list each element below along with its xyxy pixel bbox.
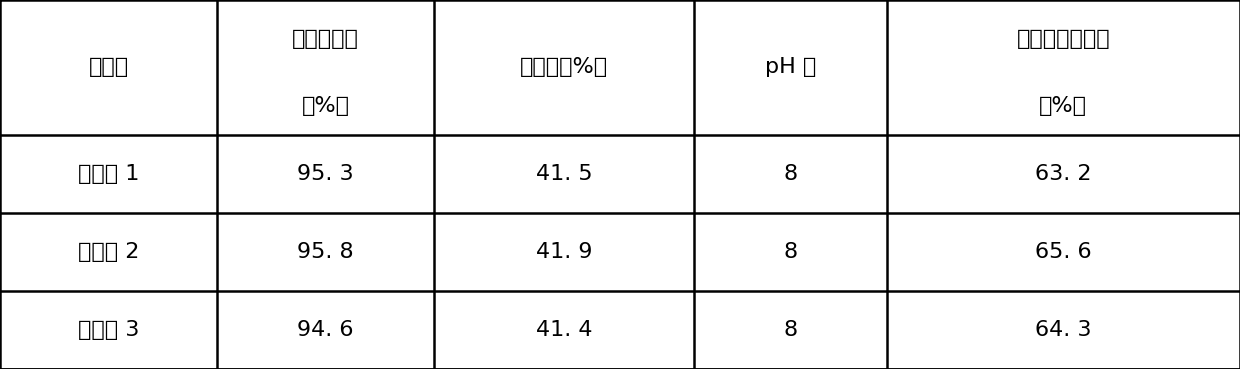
Text: 8: 8 — [784, 164, 797, 184]
Text: 65. 6: 65. 6 — [1035, 242, 1091, 262]
Text: 实施例 3: 实施例 3 — [78, 320, 139, 340]
Text: 41. 9: 41. 9 — [536, 242, 593, 262]
Text: （%）: （%） — [1039, 96, 1087, 116]
Text: 41. 4: 41. 4 — [536, 320, 593, 340]
Text: 实施例 2: 实施例 2 — [78, 242, 139, 262]
Text: 94. 6: 94. 6 — [298, 320, 353, 340]
Text: （%）: （%） — [301, 96, 350, 116]
Text: 实施例 1: 实施例 1 — [78, 164, 139, 184]
Text: 64. 3: 64. 3 — [1035, 320, 1091, 340]
Text: 滤饼渗透降低率: 滤饼渗透降低率 — [1017, 29, 1110, 49]
Text: 胶体稳定性: 胶体稳定性 — [293, 29, 358, 49]
Text: pH 值: pH 值 — [765, 57, 816, 77]
Text: 8: 8 — [784, 242, 797, 262]
Text: 63. 2: 63. 2 — [1035, 164, 1091, 184]
Text: 95. 8: 95. 8 — [298, 242, 353, 262]
Text: 实施例: 实施例 — [88, 57, 129, 77]
Text: 95. 3: 95. 3 — [298, 164, 353, 184]
Text: 8: 8 — [784, 320, 797, 340]
Text: 固含量（%）: 固含量（%） — [520, 57, 609, 77]
Text: 41. 5: 41. 5 — [536, 164, 593, 184]
